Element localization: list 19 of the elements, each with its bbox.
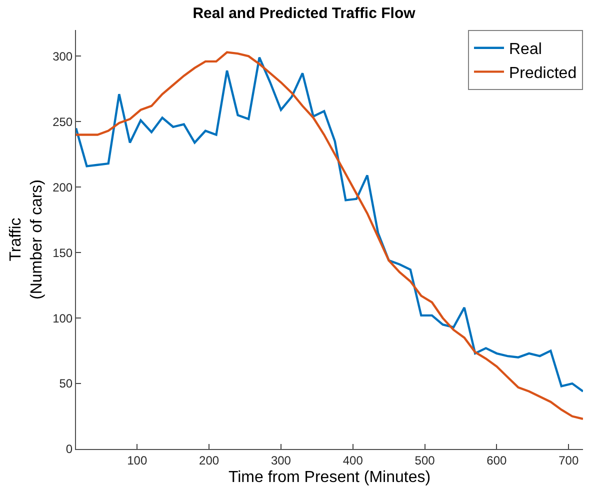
- x-axis-title: Time from Present (Minutes): [228, 469, 431, 486]
- y-axis-title: Traffic (Number of cars): [8, 179, 46, 300]
- y-tick-label: 0: [66, 442, 73, 456]
- y-tick-label: 100: [52, 311, 73, 326]
- x-tick-label: 300: [270, 453, 292, 468]
- y-tick-label: 300: [52, 49, 73, 64]
- x-tick-label: 500: [414, 453, 436, 468]
- x-tick-label: 100: [127, 453, 148, 468]
- y-tick-label: 50: [59, 376, 73, 391]
- y-tick-label: 150: [52, 246, 73, 260]
- y-tick-label: 250: [52, 114, 73, 129]
- x-tick-label: 400: [342, 453, 364, 468]
- legend-label: Predicted: [509, 64, 577, 82]
- legend-label: Real: [509, 41, 542, 58]
- x-tick-label: 200: [199, 453, 220, 468]
- chart-title: Real and Predicted Traffic Flow: [192, 4, 416, 22]
- x-tick-label: 600: [486, 453, 508, 468]
- x-tick-label: 700: [558, 453, 579, 468]
- y-tick-label: 200: [52, 180, 73, 194]
